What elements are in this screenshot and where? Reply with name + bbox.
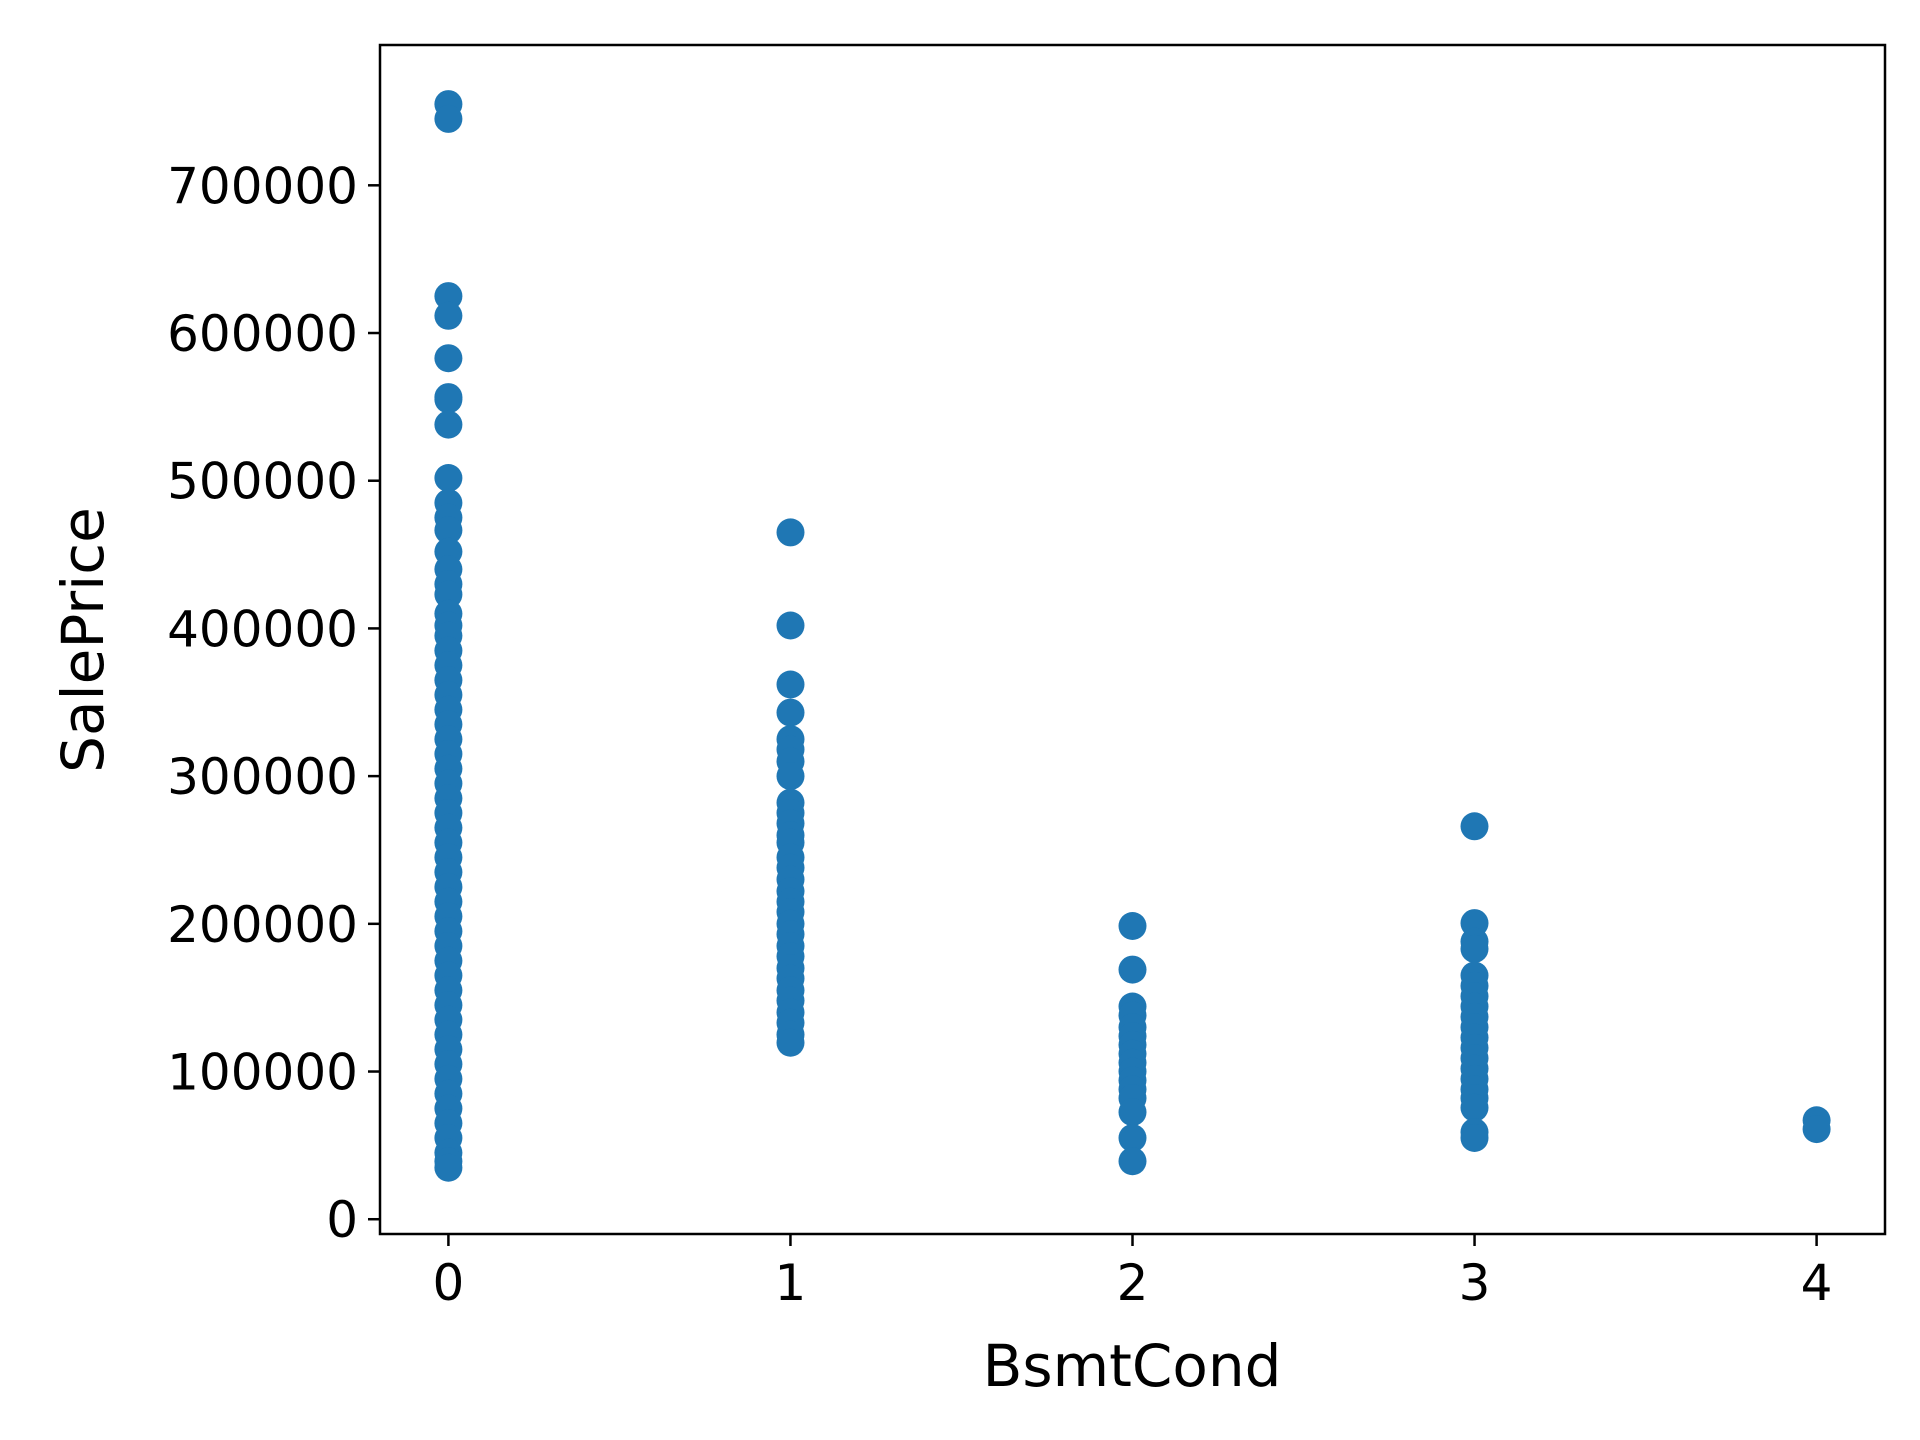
data-point — [434, 410, 463, 439]
data-point — [1802, 1115, 1831, 1144]
data-point — [776, 762, 805, 791]
data-point — [776, 698, 805, 727]
data-point — [1118, 1098, 1147, 1127]
data-point — [434, 385, 463, 414]
data-point — [434, 104, 463, 133]
data-point — [776, 1028, 805, 1057]
x-tick-label: 2 — [1117, 1254, 1149, 1312]
y-tick-label: 300000 — [167, 748, 358, 806]
data-point — [1118, 1147, 1147, 1176]
y-axis-label: SalePrice — [49, 507, 117, 773]
data-point — [776, 611, 805, 640]
x-tick-label: 0 — [433, 1254, 465, 1312]
data-point — [434, 464, 463, 492]
x-axis-ticks: 0 1 2 3 4 — [433, 1234, 1833, 1312]
x-tick-label: 1 — [775, 1254, 807, 1312]
y-tick-label: 200000 — [167, 896, 358, 954]
data-point — [1118, 1124, 1147, 1152]
data-point — [1460, 934, 1489, 963]
y-tick-label: 700000 — [167, 157, 358, 215]
y-tick-label: 0 — [326, 1191, 358, 1249]
data-point — [1118, 955, 1147, 984]
data-point — [1460, 1124, 1489, 1152]
y-tick-label: 500000 — [167, 453, 358, 511]
y-axis-ticks: 0 100000 200000 300000 400000 500000 600000 700… — [167, 157, 380, 1249]
data-point — [434, 344, 463, 373]
y-tick-label: 600000 — [167, 305, 358, 363]
x-tick-label: 3 — [1459, 1254, 1491, 1312]
data-point — [434, 516, 463, 545]
y-tick-label: 100000 — [167, 1044, 358, 1102]
x-tick-label: 4 — [1801, 1254, 1833, 1312]
data-point — [1460, 812, 1489, 841]
data-point — [434, 301, 463, 330]
data-point — [776, 670, 805, 699]
data-point — [434, 580, 463, 609]
data-point — [434, 282, 463, 311]
x-axis-label: BsmtCond — [983, 1332, 1282, 1400]
y-tick-label: 400000 — [167, 600, 358, 658]
data-point — [776, 518, 805, 547]
data-point — [434, 1153, 463, 1182]
data-point — [1460, 1093, 1489, 1122]
data-point — [1118, 912, 1147, 940]
data-points — [434, 90, 1831, 1182]
